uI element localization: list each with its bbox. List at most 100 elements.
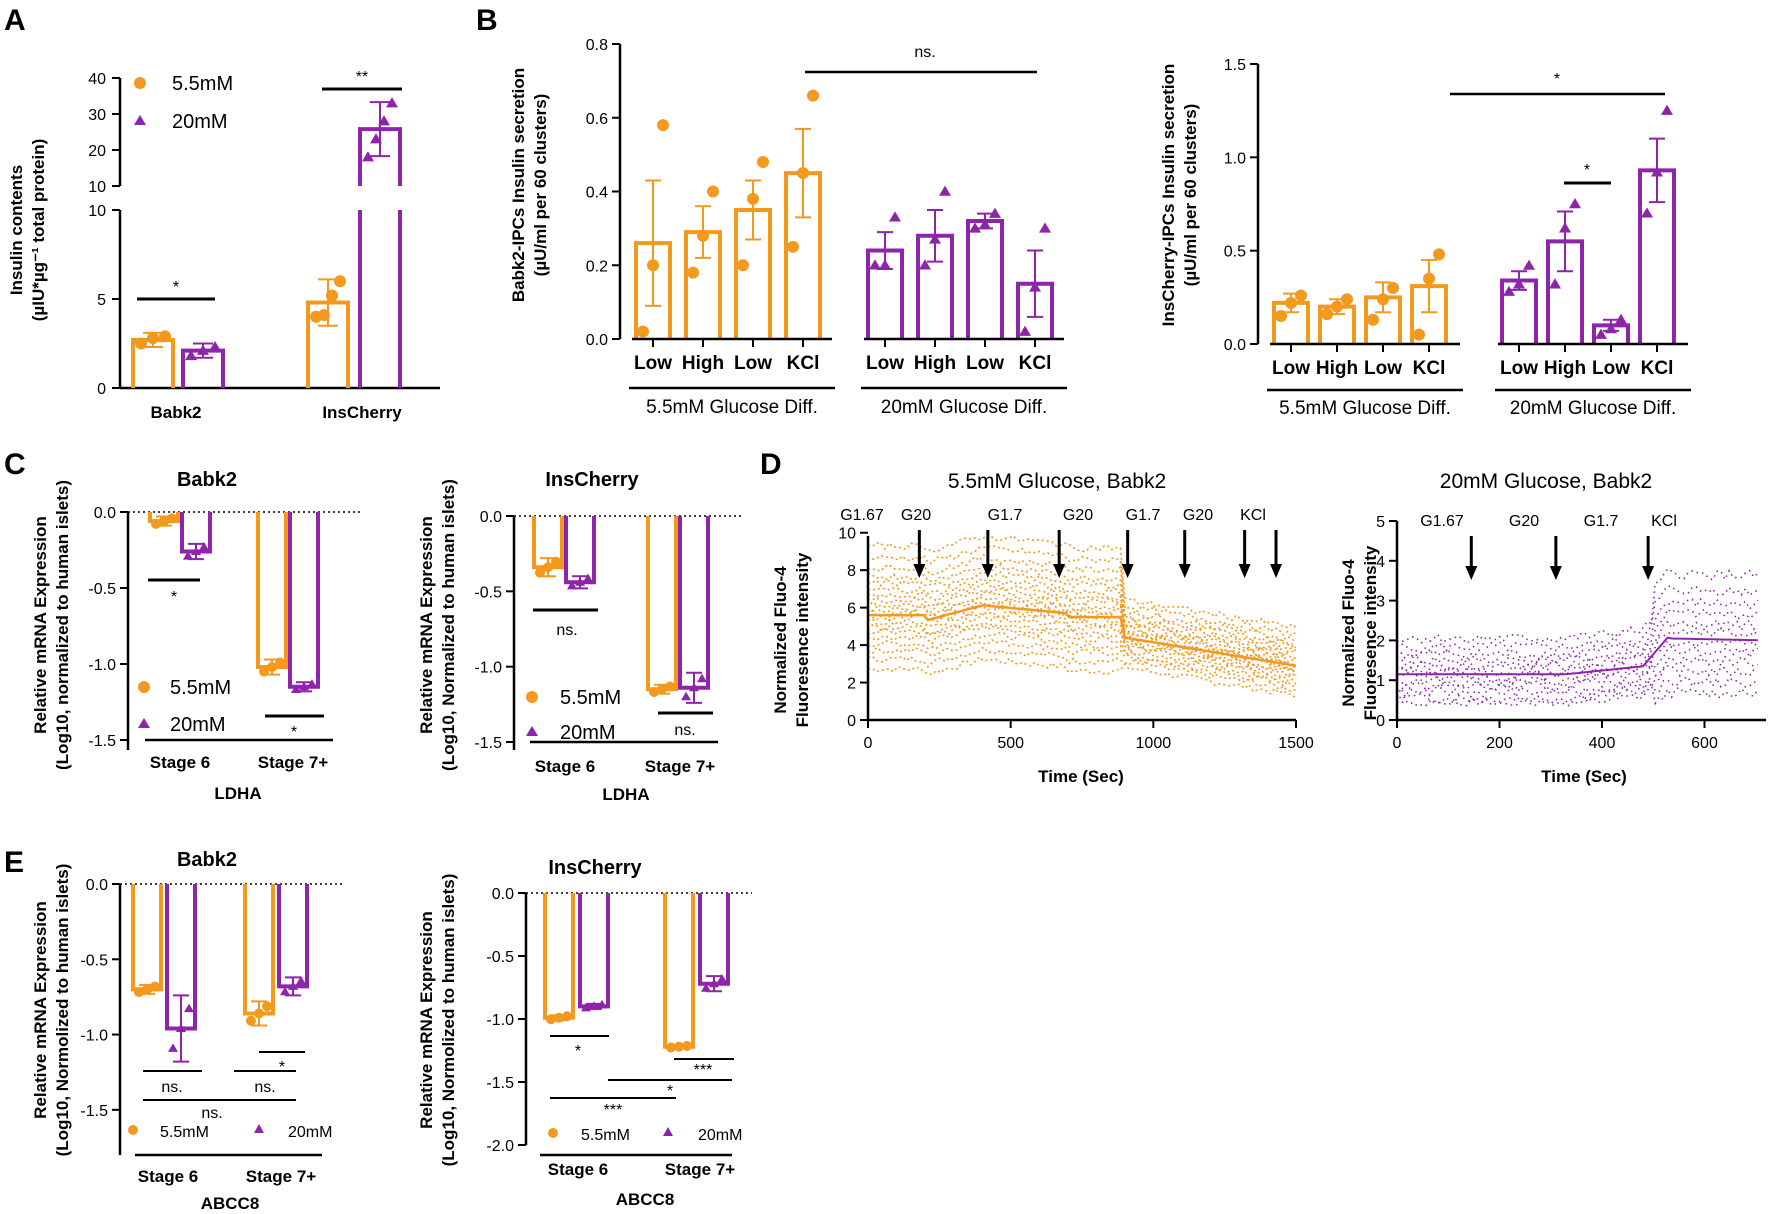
chart-c1-ytick-label: -1.5 — [88, 733, 116, 750]
chart-d1-ytick-label: 4 — [847, 638, 856, 655]
chart-e2-point — [709, 978, 719, 988]
chart-e1-sig-label-20mm: * — [279, 1059, 285, 1076]
chart-c2-point — [665, 681, 675, 692]
chart-d2-stimulus-arrowhead — [1549, 566, 1562, 580]
chart-d1-trace — [867, 621, 1297, 678]
chart-b2-category-label: High — [1316, 358, 1358, 379]
chart-a-ylabel-2: (µIU*µg⁻¹ total protein) — [29, 139, 48, 321]
chart-a-ytick-label: 20 — [88, 143, 106, 160]
chart-b1-point — [969, 222, 981, 233]
chart-b1-group-label-2: 20mM Glucose Diff. — [881, 397, 1047, 418]
chart-d1-ytick-label: 0 — [847, 713, 856, 730]
chart-c2-legend-label-20mm: 20mM — [560, 722, 616, 744]
chart-c2-sig-label-stage7: ns. — [674, 722, 695, 739]
chart-d1-stimulus-arrowhead — [1238, 564, 1251, 578]
chart-b2-point — [1377, 293, 1389, 306]
chart-c2-ytick-label: 0.0 — [480, 509, 502, 526]
chart-c2-ylabel-1: Relative mRNA Expression — [417, 516, 436, 734]
chart-e1-point — [134, 987, 144, 998]
chart-e1-ylabel-2: (Log10, Normolized to human islets) — [53, 864, 72, 1157]
chart-b2-point — [1549, 278, 1561, 289]
chart-e2-xlabel: ABCC8 — [616, 1190, 675, 1209]
chart-b2-ytick-label: 0.0 — [1224, 337, 1246, 354]
chart-e1-point — [184, 1003, 194, 1013]
chart-d1-stimulus-arrowhead — [1178, 564, 1191, 578]
chart-a-ylabel-1: Insulin contents — [7, 165, 26, 295]
chart-c2-sig-label-stage6: ns. — [556, 622, 577, 639]
chart-d1-trace — [867, 591, 1297, 664]
chart-b1-point — [647, 259, 659, 272]
chart-c1-ylabel-1: Relative mRNA Expression — [31, 516, 50, 734]
chart-c2-point — [681, 691, 691, 701]
chart-a-ytick-label: 40 — [88, 71, 106, 88]
chart-c1-bar — [256, 512, 288, 670]
chart-a-point — [185, 349, 197, 361]
chart-b2-point — [1423, 272, 1435, 285]
chart-b2-sig-label-short: * — [1584, 162, 1590, 179]
chart-a-point — [135, 337, 147, 350]
chart-b2-category-label: KCl — [1641, 358, 1674, 379]
chart-e1-point — [150, 981, 160, 992]
chart-e2-point — [562, 1011, 572, 1022]
chart-d1-ytick-label: 2 — [847, 676, 856, 693]
chart-d2-xtick-label: 200 — [1486, 735, 1513, 752]
chart-d1-trace — [867, 581, 1297, 656]
chart-e2-legend-marker-20mm — [663, 1127, 673, 1136]
chart-e2-sig-label-stage6: * — [575, 1043, 581, 1060]
chart-d1-ytick-label: 6 — [847, 601, 856, 618]
chart-b1-category-labels: Low High Low KCl Low High Low KCl — [634, 339, 1051, 374]
chart-c1-point — [291, 684, 301, 694]
chart-d2-ylabel-2: Fluoresence intensity — [1361, 545, 1380, 720]
chart-d2-stimulus-label: G1.7 — [1584, 513, 1619, 530]
chart-b2-bars — [1272, 104, 1676, 344]
chart-e2-legend-marker-5.5mm — [548, 1128, 558, 1138]
chart-a-yticks-lower: 10 5 0 — [88, 203, 120, 398]
chart-b1-error-bar — [645, 179, 661, 307]
chart-d1-stimulus-label: G1.7 — [1126, 507, 1161, 524]
chart-d1-trace — [867, 553, 1297, 643]
chart-b2: InsCherry-IPCs Insulin secretion (µU/ml … — [1159, 57, 1691, 419]
chart-b2-point — [1387, 282, 1399, 294]
chart-e1: Babk2 Relative mRNA Expression (Log10, N… — [31, 849, 345, 1213]
chart-c1-point — [159, 516, 169, 527]
chart-c1-ytick-label: -0.5 — [88, 581, 116, 598]
chart-b1-category-label: Low — [634, 353, 672, 374]
chart-c2-point — [697, 673, 707, 683]
chart-d2-stimulus-label: KCl — [1651, 513, 1677, 530]
chart-b2-category-label: Low — [1500, 358, 1538, 379]
chart-a-point — [378, 115, 390, 126]
chart-e1-legend-label-5.5mm: 5.5mM — [160, 1124, 209, 1141]
chart-b2-point — [1433, 248, 1445, 261]
chart-d2-ytick-label: 1 — [1376, 673, 1385, 690]
chart-b1-error-bar — [745, 179, 761, 241]
chart-b1-category-label: KCl — [787, 353, 820, 374]
chart-c1-category-label: Stage 7+ — [258, 753, 328, 772]
chart-e2-bar — [698, 893, 730, 986]
chart-e1-point — [176, 1023, 186, 1033]
chart-e1-point — [288, 981, 298, 990]
chart-e1-legend-marker-5.5mm — [128, 1125, 138, 1135]
chart-c2-point — [535, 567, 545, 578]
chart-e1-point — [280, 986, 290, 996]
chart-c1-bar — [288, 512, 320, 689]
chart-e2-ytick-label: -0.5 — [486, 949, 514, 966]
chart-b2-point — [1331, 300, 1343, 313]
chart-b1-bars — [634, 89, 1054, 339]
chart-b2-point — [1295, 289, 1307, 302]
chart-b2-category-labels: Low High Low KCl Low High Low KCl — [1272, 344, 1673, 379]
chart-e1-category-label: Stage 6 — [138, 1167, 198, 1186]
chart-e1-ytick-label: 0.0 — [86, 877, 108, 894]
chart-b1-category-label: Low — [966, 353, 1004, 374]
chart-b2-category-label: KCl — [1413, 358, 1446, 379]
chart-b1-point — [637, 325, 649, 338]
chart-c1-point — [167, 513, 177, 524]
chart-e1-title: Babk2 — [177, 849, 237, 871]
chart-b2-point — [1413, 328, 1425, 341]
chart-e1-ytick-label: -1.5 — [80, 1103, 108, 1120]
chart-e2-title: InsCherry — [548, 857, 642, 879]
chart-c2-point — [649, 686, 659, 697]
chart-b1-point — [1029, 281, 1041, 292]
chart-e1-bar — [243, 884, 275, 1016]
chart-d1-stimulus-label: KCl — [1240, 507, 1266, 524]
chart-b2-point — [1513, 278, 1525, 289]
